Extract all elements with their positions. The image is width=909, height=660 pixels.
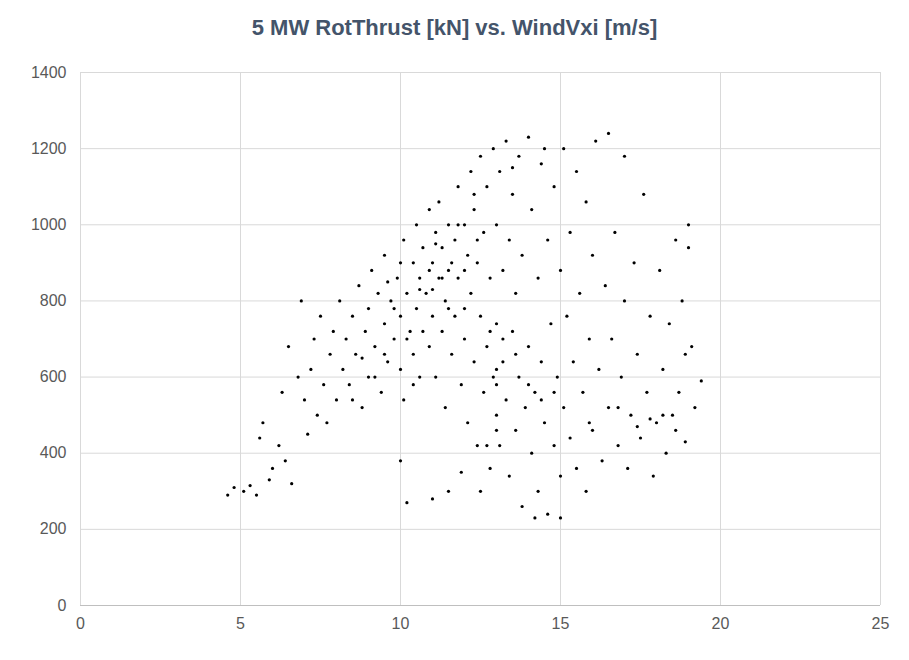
- svg-text:1000: 1000: [31, 216, 67, 233]
- svg-text:600: 600: [40, 368, 67, 385]
- svg-text:20: 20: [712, 615, 730, 632]
- svg-text:0: 0: [58, 597, 67, 614]
- html-text:5 MW RotThrust [kN] vs. WindVx: 5 MW RotThrust [kN] vs. WindVxi [m/s]: [251, 15, 658, 40]
- svg-text:15: 15: [552, 615, 570, 632]
- svg-text:400: 400: [40, 444, 67, 461]
- svg-text:200: 200: [40, 520, 67, 537]
- svg-text:1400: 1400: [31, 64, 67, 81]
- svg-text:5: 5: [236, 615, 245, 632]
- svg-text:800: 800: [40, 292, 67, 309]
- svg-text:10: 10: [392, 615, 410, 632]
- svg-text:25: 25: [872, 615, 890, 632]
- svg-text:1200: 1200: [31, 140, 67, 157]
- svg-text:0: 0: [76, 615, 85, 632]
